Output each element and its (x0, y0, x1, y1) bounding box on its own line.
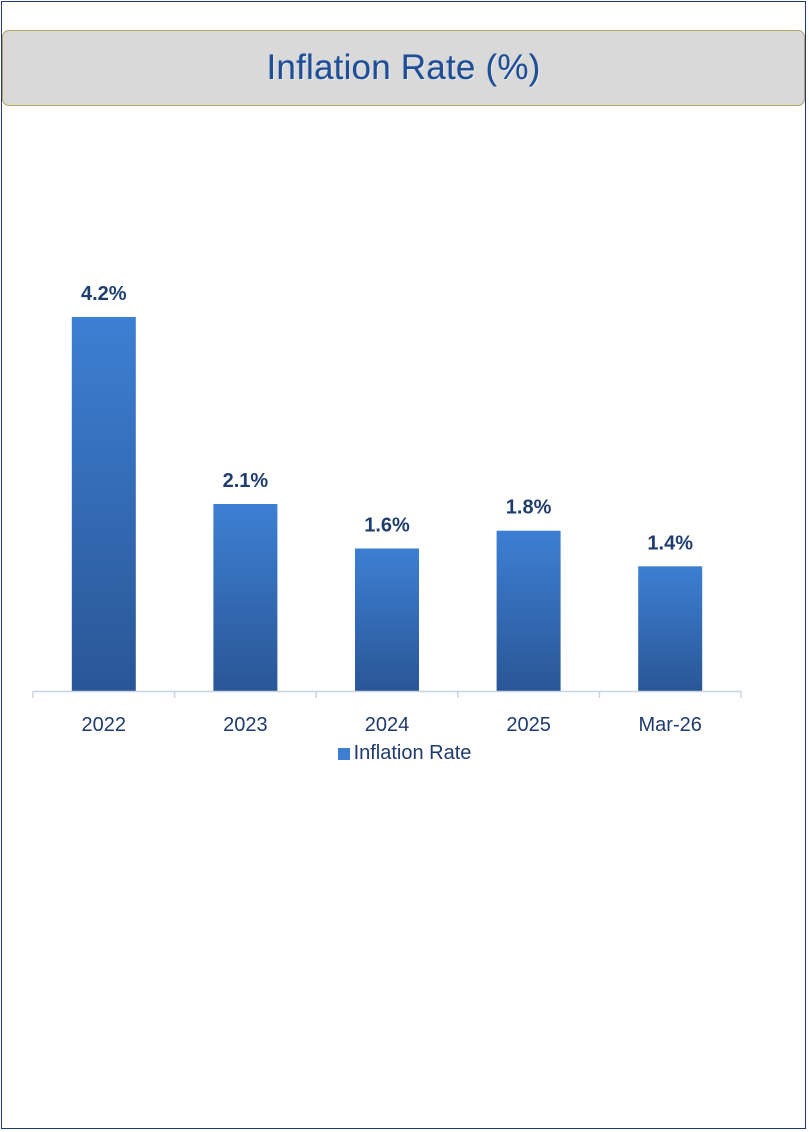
data-label: 1.4% (647, 532, 693, 554)
bars-layer (71, 317, 703, 691)
bar-2022 (71, 317, 136, 691)
bar-2023 (213, 504, 278, 691)
bar-2025 (496, 530, 561, 691)
x-axis (32, 690, 742, 698)
tick-label: 2025 (506, 714, 551, 736)
tick-label: Mar-26 (639, 714, 702, 736)
legend: Inflation Rate (0, 742, 809, 765)
legend-swatch (337, 747, 350, 760)
tick-label: 2022 (82, 714, 127, 736)
data-label: 2.1% (223, 470, 269, 492)
data-label: 1.8% (506, 497, 552, 519)
legend-label: Inflation Rate (353, 742, 472, 764)
tick-labels-layer: 2022 2023 2024 2025 Mar-26 (82, 714, 702, 736)
tick-label: 2023 (223, 714, 268, 736)
data-labels-layer: 4.2% 2.1% 1.6% 1.8% 1.4% (81, 283, 693, 554)
bar-mar-26 (638, 566, 703, 691)
tick-label: 2024 (365, 714, 410, 736)
data-label: 4.2% (81, 283, 127, 305)
bar-2024 (355, 548, 419, 691)
chart-title-box: Inflation Rate (%) (2, 30, 805, 106)
data-label: 1.6% (364, 515, 410, 537)
chart-title: Inflation Rate (%) (266, 48, 541, 87)
